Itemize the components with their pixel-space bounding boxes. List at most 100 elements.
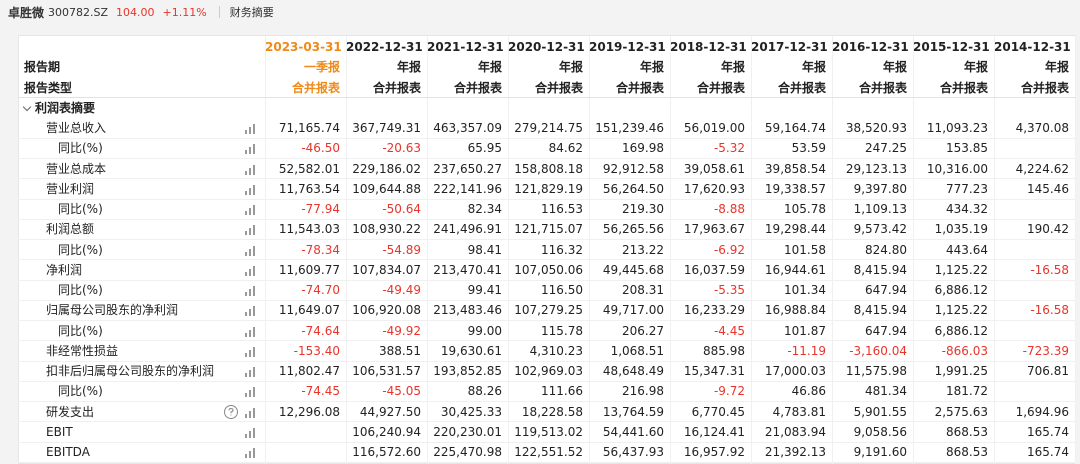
chart-icon[interactable] [245, 124, 257, 134]
chart-icon[interactable] [245, 367, 257, 377]
value-cell: 220,230.01 [433, 424, 502, 439]
help-icon[interactable] [223, 404, 239, 420]
value-cell: 121,715.07 [514, 222, 583, 237]
chart-icon[interactable] [245, 164, 257, 175]
header-cell: 合并报表 [1020, 80, 1069, 95]
chart-icon[interactable] [245, 306, 257, 317]
value-cell: 12,296.08 [278, 404, 340, 419]
row-label: 同比(%) [58, 202, 103, 216]
value-cell: 17,963.67 [683, 222, 745, 237]
chart-icon[interactable] [245, 245, 257, 256]
value-cell: 101.34 [784, 283, 826, 297]
top-bar: 卓胜微 300782.SZ 104.00 +1.11% 财务摘要 [0, 0, 1080, 24]
value-cell: 206.27 [622, 323, 664, 338]
value-cell: -77.94 [301, 202, 340, 216]
value-cell: 19,630.61 [440, 343, 502, 358]
value-cell: 9,191.60 [853, 445, 907, 459]
header-cell: 2022-12-31 [346, 40, 423, 54]
row-divider [18, 259, 1076, 261]
value-cell: 102,969.03 [514, 364, 583, 378]
value-cell: -74.45 [301, 384, 340, 399]
value-cell: 39,858.54 [764, 161, 826, 176]
value-cell: 434.32 [946, 202, 988, 216]
header-cell: 2021-12-31 [427, 40, 504, 54]
value-cell: 165.74 [1027, 445, 1069, 459]
row-divider [18, 441, 1076, 443]
row-label: 扣非后归属母公司股东的净利润 [46, 364, 215, 378]
row-label: 研发支出 [46, 404, 95, 419]
value-cell: 1,068.51 [610, 343, 664, 358]
row-divider [18, 320, 1076, 321]
value-cell: 11,093.23 [926, 121, 988, 135]
value-cell: 190.42 [1027, 222, 1069, 237]
value-cell: 56,019.00 [683, 121, 745, 135]
value-cell [994, 199, 1075, 219]
header-cell: 2023-03-31 [265, 40, 342, 54]
header-cell: 2015-12-31 [913, 40, 990, 54]
value-cell: -5.32 [713, 141, 745, 156]
chart-icon[interactable] [245, 225, 257, 236]
value-cell: 4,370.08 [1015, 121, 1069, 135]
value-cell: 706.81 [1027, 364, 1069, 378]
value-cell: 6,886.12 [934, 323, 988, 338]
value-cell: 99.41 [467, 283, 502, 297]
value-cell: -49.49 [382, 283, 421, 297]
header-cell: 年报 [720, 60, 745, 75]
separator [218, 6, 220, 18]
value-cell: 92,912.58 [602, 161, 664, 176]
header-cell: 合并报表 [939, 80, 988, 95]
row-label: 利润总额 [46, 222, 95, 237]
header-cell: 年报 [477, 60, 502, 75]
value-cell: 11,575.98 [845, 364, 907, 378]
header-cell: 年报 [963, 60, 988, 75]
value-cell: -74.70 [301, 283, 340, 297]
chart-icon[interactable] [245, 205, 257, 215]
tab-label[interactable]: 财务摘要 [229, 6, 274, 19]
row-divider [18, 158, 1076, 159]
value-cell: 1,991.25 [934, 364, 988, 378]
chart-icon[interactable] [245, 184, 257, 195]
row-label: 营业利润 [46, 181, 95, 196]
value-cell: -45.05 [382, 384, 421, 399]
header-cell: 2018-12-31 [670, 40, 747, 54]
chart-icon[interactable] [245, 407, 257, 418]
value-cell: 11,649.07 [278, 303, 340, 318]
chart-icon[interactable] [245, 144, 257, 155]
value-cell: 9,397.80 [853, 181, 907, 196]
chart-icon[interactable] [245, 286, 257, 296]
row-label: 同比(%) [58, 384, 103, 399]
header-cell: 合并报表 [534, 80, 583, 95]
column-divider [508, 36, 509, 464]
value-cell: -6.92 [713, 242, 745, 257]
value-cell: 388.51 [379, 343, 421, 358]
value-cell: 16,037.59 [683, 262, 745, 277]
value-cell: 18,228.58 [521, 404, 583, 419]
value-cell: 56,264.50 [602, 181, 664, 196]
table-panel [18, 35, 1076, 464]
header-cell: 合并报表 [777, 80, 826, 95]
chart-icon[interactable] [245, 346, 257, 357]
stock-name: 卓胜微 [8, 5, 45, 20]
chart-icon[interactable] [245, 265, 257, 276]
value-cell: 56,265.56 [602, 222, 664, 237]
value-cell: 49,445.68 [602, 262, 664, 277]
chart-icon[interactable] [245, 448, 257, 458]
row-label: 净利润 [46, 262, 83, 277]
row-label: 归属母公司股东的净利润 [46, 303, 179, 318]
row-label: 同比(%) [58, 141, 103, 156]
value-cell: 868.53 [946, 424, 988, 439]
value-cell: 49,717.00 [602, 303, 664, 318]
row-divider [18, 421, 1076, 423]
row-divider [18, 380, 1076, 382]
chart-icon[interactable] [245, 326, 257, 337]
value-cell: 16,988.84 [764, 303, 826, 318]
chart-icon[interactable] [245, 427, 257, 438]
value-cell: 153.85 [946, 141, 988, 156]
value-cell: 11,609.77 [278, 262, 340, 277]
chart-icon[interactable] [245, 387, 257, 398]
header-cell: 合并报表 [615, 80, 664, 95]
value-cell: -20.63 [382, 141, 421, 156]
value-cell: 17,000.03 [764, 364, 826, 378]
value-cell [994, 280, 1075, 300]
